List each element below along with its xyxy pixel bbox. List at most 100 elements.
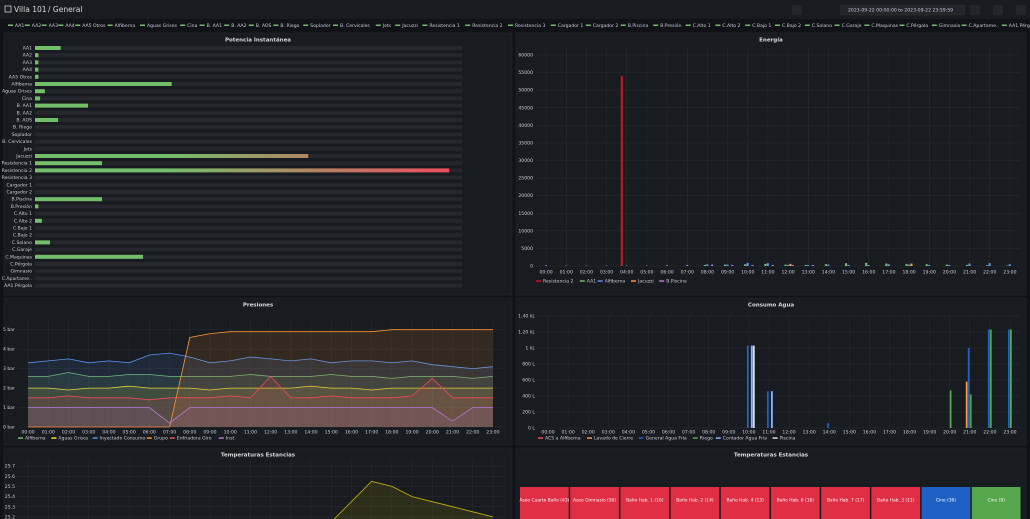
time-range[interactable]: 2023-09-22 00:00:00 to 2023-09-22 23:59:… xyxy=(848,8,953,14)
legend-swatch xyxy=(508,24,513,26)
y-tick-label: 5000 xyxy=(521,246,533,252)
bar-track xyxy=(35,67,462,72)
bar xyxy=(751,264,754,266)
x-tick-label: 02:00 xyxy=(582,430,595,436)
x-tick-label: 19:00 xyxy=(405,430,418,436)
panel-title: Potencia Instantánea xyxy=(225,37,291,44)
legend-swatch xyxy=(638,437,644,439)
legend-label: C.Alto 2 xyxy=(722,23,740,29)
legend-swatch xyxy=(58,24,64,26)
stat-label: Aseo Cuarto Baño (43) xyxy=(519,498,569,504)
x-tick-label: 17:00 xyxy=(365,430,378,436)
bar-track xyxy=(35,132,462,137)
legend-swatch xyxy=(303,24,309,26)
legend-label: Alfiberna xyxy=(25,436,46,442)
stat-label: Aseo Gimnasio (50) xyxy=(573,498,616,504)
bar-label: AA1 xyxy=(23,46,32,52)
legend-label: General Agua Fría xyxy=(646,435,687,442)
bar xyxy=(35,60,39,65)
bar xyxy=(35,197,103,202)
y-tick-label: 3 bar xyxy=(3,366,15,372)
x-tick-label: 22:00 xyxy=(983,430,996,436)
bar-label: B. AOS xyxy=(16,118,32,124)
dashboard-folder[interactable]: / General xyxy=(48,5,82,14)
legend-label: Resistencia 2 xyxy=(472,23,502,29)
bar xyxy=(948,264,951,266)
bar-track xyxy=(35,146,462,151)
x-tick-label: 15:00 xyxy=(325,430,338,436)
bar-track xyxy=(35,161,462,166)
tv-button[interactable] xyxy=(1016,5,1026,15)
line xyxy=(28,407,493,424)
legend-swatch xyxy=(550,24,556,26)
bar xyxy=(968,263,971,266)
x-tick-label: 22:00 xyxy=(983,270,996,276)
line xyxy=(28,372,493,379)
legend-label: AA5 Otros xyxy=(82,23,106,29)
x-tick-label: 00:00 xyxy=(541,430,554,436)
x-tick-label: 05:00 xyxy=(642,430,655,436)
y-tick-label: 600 L xyxy=(522,378,535,384)
bar-track xyxy=(35,190,462,194)
legend-swatch xyxy=(538,437,543,439)
bar-track xyxy=(35,60,462,65)
bar xyxy=(969,394,972,428)
bar xyxy=(686,264,689,266)
area-fill xyxy=(28,407,493,427)
bar xyxy=(885,263,888,266)
bar-track xyxy=(35,269,462,274)
x-tick-label: 05:00 xyxy=(123,430,136,436)
legend-label: C.Garaje xyxy=(842,23,862,29)
refresh-button[interactable] xyxy=(993,5,1003,15)
legend-swatch xyxy=(685,24,691,26)
bar xyxy=(804,264,807,266)
legend-label: C.Alto 1 xyxy=(693,23,711,29)
legend-label: B.Piscina xyxy=(628,23,649,29)
zoom-button[interactable] xyxy=(970,5,980,15)
legend-swatch xyxy=(536,280,541,282)
legend-swatch xyxy=(745,24,751,26)
grid-icon[interactable] xyxy=(4,5,12,13)
legend-swatch xyxy=(864,24,870,26)
add-button[interactable] xyxy=(792,5,802,15)
bar xyxy=(945,264,948,266)
x-tick-label: 13:00 xyxy=(284,430,297,436)
x-tick-label: 14:00 xyxy=(304,430,317,436)
legend-label: Aguas Grises xyxy=(147,23,178,29)
x-tick-label: 18:00 xyxy=(385,430,398,436)
bar xyxy=(867,264,870,266)
legend-label: B.Piscina xyxy=(666,279,687,285)
y-tick-label: 15000 xyxy=(518,211,533,217)
legend-swatch xyxy=(18,437,23,439)
legend-label: Gimnasio xyxy=(939,23,961,29)
bar xyxy=(791,264,794,266)
legend-label: C.Maquinas xyxy=(871,23,898,29)
legend-swatch xyxy=(333,24,338,26)
bar xyxy=(865,262,868,266)
bar-label: AA4 xyxy=(23,67,32,73)
dashboard-title[interactable]: Villa 101 xyxy=(14,5,47,14)
x-tick-label: 06:00 xyxy=(143,430,156,436)
legend-swatch xyxy=(772,437,778,439)
bar-track xyxy=(35,262,462,266)
stat-label: Baño Hab. 6 (16) xyxy=(777,498,815,504)
legend-swatch xyxy=(834,24,840,26)
x-tick-label: 20:00 xyxy=(943,270,956,276)
bar-label: B.Presión xyxy=(11,203,32,210)
x-tick-label: 00:00 xyxy=(539,270,552,276)
y-tick-label: 0 xyxy=(530,264,533,270)
time-picker[interactable] xyxy=(839,4,966,16)
legend-swatch xyxy=(273,24,279,26)
bar-label: C.Solano xyxy=(12,240,32,246)
bar-label: C.Pérgola xyxy=(10,261,32,268)
x-tick-label: 11:00 xyxy=(244,430,257,436)
legend-label: Inst xyxy=(226,436,235,442)
bar xyxy=(665,265,669,266)
x-tick-label: 16:00 xyxy=(345,430,358,436)
legend-swatch xyxy=(199,24,205,26)
x-tick-label: 00:00 xyxy=(21,430,34,436)
legend-label: C.Pérgola xyxy=(906,22,928,29)
legend-label: Jacuzzi xyxy=(401,23,418,29)
bar xyxy=(766,391,769,428)
